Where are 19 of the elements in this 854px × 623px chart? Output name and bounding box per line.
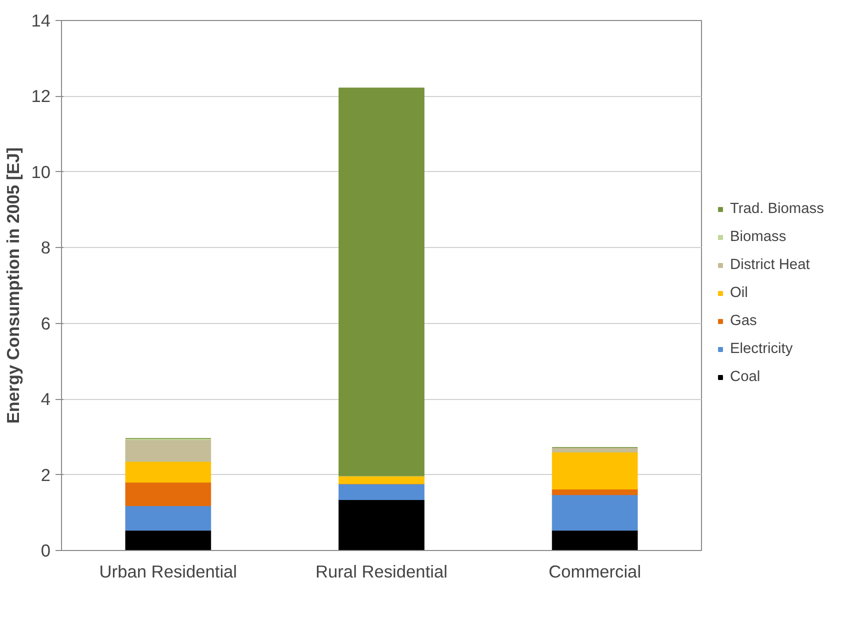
legend-label: Coal (730, 369, 760, 385)
x-tick-label: Rural Residential (316, 562, 448, 582)
y-tick-label: 14 (31, 10, 51, 30)
legend-label: Oil (730, 285, 749, 301)
y-tick-label: 6 (40, 313, 51, 334)
legend-label: Biomass (730, 229, 786, 245)
y-tick-label: 10 (31, 162, 51, 182)
y-tick-label: 0 (40, 540, 51, 560)
y-tick-label: 12 (31, 86, 51, 106)
x-tick-label: Commercial (548, 562, 642, 582)
legend-label: Trad. Biomass (730, 201, 824, 217)
legend-label: Electricity (730, 341, 793, 357)
legend-label: District Heat (730, 257, 810, 273)
y-tick-label: 2 (40, 464, 51, 485)
x-tick-label: Urban Residential (99, 562, 238, 582)
y-axis-title: Energy Consumption in 2005 [EJ] (3, 147, 24, 424)
y-tick-label: 8 (40, 238, 51, 258)
y-tick-label: 4 (40, 389, 51, 410)
legend-label: Gas (730, 313, 757, 329)
